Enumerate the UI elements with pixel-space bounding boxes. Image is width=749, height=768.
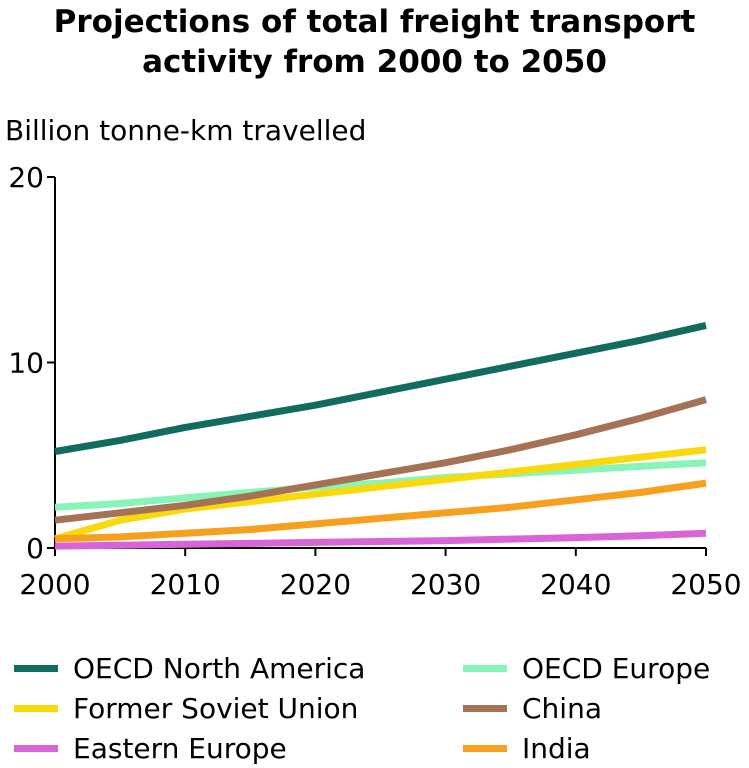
series-line-oecd-europe <box>54 459 707 511</box>
x-tick-label: 2000 <box>19 568 90 601</box>
legend-label: OECD North America <box>73 651 366 685</box>
legend-label: India <box>522 731 591 765</box>
legend-swatch <box>463 744 507 752</box>
y-tick-label: 0 <box>26 532 44 565</box>
series-line-eastern-europe <box>54 529 707 550</box>
legend-swatch <box>14 704 58 712</box>
y-tick-label: 10 <box>8 347 44 380</box>
chart-title-line-2: activity from 2000 to 2050 <box>142 44 607 80</box>
series-line-former-soviet-union <box>54 446 707 543</box>
legend-label: China <box>522 691 602 725</box>
legend-swatch <box>14 744 58 752</box>
legend-label: Eastern Europe <box>73 731 287 765</box>
series-line-oecd-north-america <box>54 321 707 455</box>
legend-item-eastern-europe: Eastern Europe <box>14 728 287 768</box>
line-chart: Billion tonne-km travelled 0 10 20 2000 2010… <box>5 114 742 601</box>
x-tick-label: 2040 <box>540 568 611 601</box>
series-line-india <box>54 479 707 543</box>
legend-item-india: India <box>463 728 591 768</box>
legend-item-oecd-europe: OECD Europe <box>463 648 710 688</box>
x-tick-label: 2030 <box>410 568 481 601</box>
x-tick-label: 2050 <box>670 568 741 601</box>
legend-label: OECD Europe <box>522 651 711 685</box>
legend-item-oecd-north-america: OECD North America <box>14 648 365 688</box>
chart-title-line-1: Projections of total freight transport <box>53 4 696 40</box>
chart-title: Projections of total freight transport a… <box>0 2 749 82</box>
y-tick-label: 20 <box>8 161 44 194</box>
y-axis-label: Billion tonne-km travelled <box>5 114 366 147</box>
legend-item-china: China <box>463 688 602 728</box>
legend-swatch <box>463 664 507 672</box>
plot-area: 0 10 20 2000 2010 2020 2030 2040 2050 <box>8 161 741 601</box>
legend-swatch <box>14 664 58 672</box>
legend-label: Former Soviet Union <box>73 691 359 725</box>
legend: OECD North America OECD Europe Former So… <box>0 646 749 768</box>
legend-swatch <box>463 704 507 712</box>
legend-item-former-soviet-union: Former Soviet Union <box>14 688 358 728</box>
x-tick-label: 2020 <box>280 568 351 601</box>
x-tick-label: 2010 <box>150 568 221 601</box>
series-line-china <box>54 396 707 524</box>
